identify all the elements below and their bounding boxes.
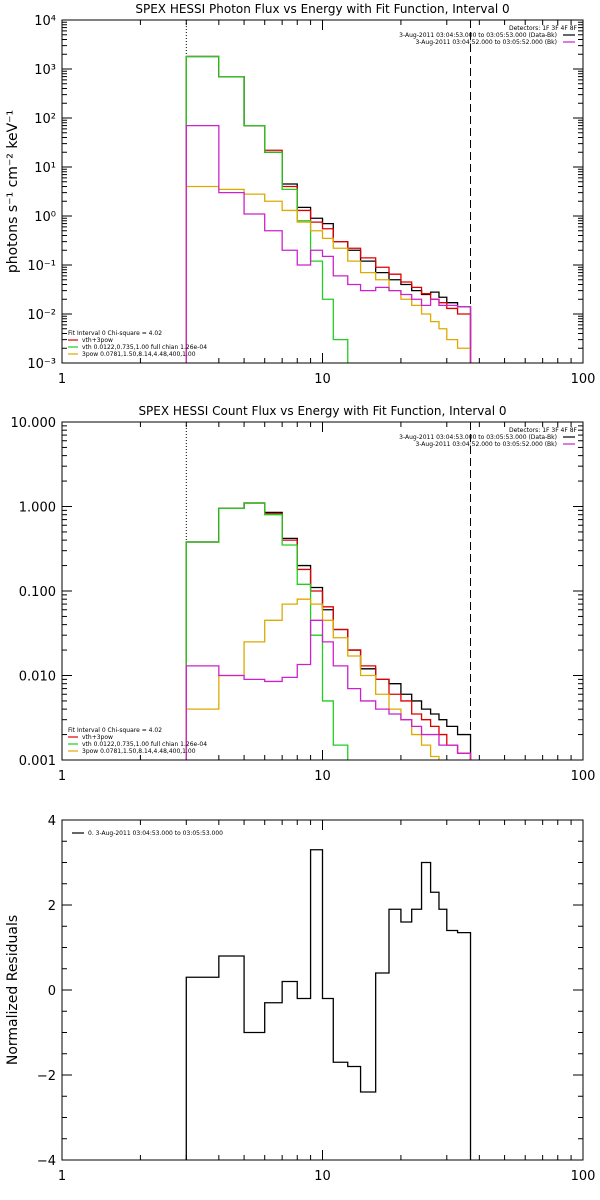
y-tick-label: 4: [48, 814, 56, 829]
series-line-0: [185, 502, 472, 760]
x-tick-label: 10: [314, 769, 331, 784]
legend-fit-entry: vth 0.0122,0.735,1.00 full chian 1.26e-0…: [82, 344, 207, 351]
y-tick-label: −2: [37, 1069, 56, 1084]
legend-data-label: 3-Aug-2011 03:04:53.000 to 03:05:53.000 …: [399, 434, 557, 441]
x-tick-label: 1: [58, 769, 66, 784]
legend-bk-label: 3-Aug-2011 03:04:52.000 to 03:05:52.000 …: [415, 39, 557, 46]
y-tick-label: 10⁰: [34, 210, 56, 225]
x-tick-label: 100: [571, 372, 596, 387]
y-tick-label: 10⁻¹: [27, 259, 56, 274]
series-line-4: [185, 619, 472, 760]
legend-fit-interval: Fit Interval 0 Chi-square = 4.02: [68, 727, 162, 734]
plot-frame: [61, 819, 584, 1161]
x-tick-label: 10: [314, 1169, 331, 1184]
x-tick-label: 100: [571, 1169, 596, 1184]
plot-frame: [61, 421, 584, 761]
series-line-1: [185, 502, 472, 760]
x-tick-label: 10: [314, 372, 331, 387]
y-tick-label: 10.000: [11, 416, 57, 431]
y-tick-label: 10⁴: [34, 14, 56, 29]
legend-detectors: Detectors: 1F 3F 4F 8F: [509, 25, 578, 32]
x-tick-label: 1: [58, 1169, 66, 1184]
series-line-0: [185, 849, 472, 1160]
y-tick-label: 2: [48, 899, 56, 914]
series-line-2: [185, 502, 349, 760]
y-tick-label: 10³: [34, 63, 56, 78]
chart-panel-2: 1 10 100 4 2 0 −2 −4 Normalized Residuals 0. 3-Au…: [5, 814, 595, 1184]
y-tick-label: 0.001: [19, 754, 56, 769]
legend-fit-entry: 3pow 0.0781,1.50,8.14,4.48,400,1.00: [82, 748, 196, 755]
y-tick-label: 1.000: [19, 501, 56, 516]
legend-detectors: Detectors: 1F 3F 4F 8F: [509, 427, 578, 434]
series-line-2: [185, 55, 349, 363]
series-line-1: [185, 55, 472, 363]
x-tick-label: 1: [58, 372, 66, 387]
y-tick-label: 0.100: [19, 585, 56, 600]
legend-bk-label: 3-Aug-2011 03:04:52.000 to 03:05:52.000 …: [415, 441, 557, 448]
legend-fit-entry: vth+3pow: [82, 734, 113, 741]
series-line-0: [185, 55, 472, 363]
y-axis-label: photons s⁻¹ cm⁻² keV⁻¹: [5, 110, 21, 273]
chart-panel-0: SPEX HESSI Photon Flux vs Energy with Fi…: [5, 2, 595, 387]
legend-data-label: 3-Aug-2011 03:04:53.000 to 03:05:53.000 …: [399, 32, 557, 39]
series-line-4: [185, 124, 472, 363]
y-tick-label: 10⁻³: [27, 357, 56, 372]
plot-frame: [61, 19, 584, 364]
legend-fit-entry: 3pow 0.0781,1.50,8.14,4.48,400,1.00: [82, 351, 196, 358]
chart-title: SPEX HESSI Photon Flux vs Energy with Fi…: [135, 2, 509, 16]
legend-fit-entry: vth+3pow: [82, 337, 113, 344]
y-tick-label: 10⁻²: [27, 308, 56, 323]
y-tick-label: 0: [48, 984, 56, 999]
y-axis-label: Normalized Residuals: [5, 915, 21, 1065]
legend-fit-entry: vth 0.0122,0.735,1.00 full chian 1.26e-0…: [82, 741, 207, 748]
series-line-3: [185, 598, 440, 760]
x-tick-label: 100: [571, 769, 596, 784]
series-line-3: [185, 185, 472, 363]
chart-title: SPEX HESSI Count Flux vs Energy with Fit…: [138, 404, 506, 418]
chart-panel-1: SPEX HESSI Count Flux vs Energy with Fit…: [11, 404, 596, 784]
y-tick-label: 10²: [34, 112, 56, 127]
y-tick-label: −4: [37, 1154, 56, 1169]
y-tick-label: 0.010: [19, 670, 56, 685]
y-tick-label: 10¹: [34, 161, 56, 176]
legend-residual-label: 0. 3-Aug-2011 03:04:53.000 to 03:05:53.0…: [88, 830, 223, 837]
legend-fit-interval: Fit Interval 0 Chi-square = 4.02: [68, 330, 162, 337]
